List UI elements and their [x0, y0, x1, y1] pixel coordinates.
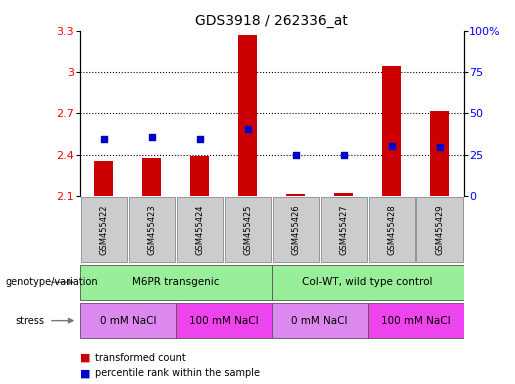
Bar: [430, 111, 449, 196]
Bar: [272, 303, 368, 338]
Point: [435, 144, 443, 150]
Bar: [369, 197, 415, 262]
Bar: [272, 197, 319, 262]
Point: [387, 142, 396, 149]
Bar: [129, 197, 175, 262]
Text: GSM455423: GSM455423: [147, 204, 156, 255]
Text: percentile rank within the sample: percentile rank within the sample: [95, 368, 260, 378]
Text: ■: ■: [80, 368, 90, 378]
Point: [339, 152, 348, 158]
Text: GSM455426: GSM455426: [291, 204, 300, 255]
Text: GSM455429: GSM455429: [435, 204, 444, 255]
Text: Col-WT, wild type control: Col-WT, wild type control: [302, 277, 433, 287]
Point: [148, 134, 156, 141]
Bar: [382, 66, 401, 196]
Title: GDS3918 / 262336_at: GDS3918 / 262336_at: [195, 14, 348, 28]
Text: GSM455427: GSM455427: [339, 204, 348, 255]
Text: ■: ■: [80, 353, 90, 363]
Text: transformed count: transformed count: [95, 353, 186, 363]
Bar: [417, 197, 462, 262]
Bar: [368, 303, 464, 338]
Text: genotype/variation: genotype/variation: [5, 277, 98, 287]
Text: 100 mM NaCl: 100 mM NaCl: [381, 316, 450, 326]
Text: GSM455428: GSM455428: [387, 204, 396, 255]
Point: [244, 126, 252, 132]
Bar: [238, 35, 258, 196]
Text: M6PR transgenic: M6PR transgenic: [132, 277, 219, 287]
Bar: [80, 303, 176, 338]
Bar: [272, 265, 464, 300]
Bar: [225, 197, 271, 262]
Bar: [190, 156, 209, 196]
Bar: [286, 194, 305, 196]
Text: 0 mM NaCl: 0 mM NaCl: [291, 316, 348, 326]
Bar: [80, 265, 272, 300]
Text: GSM455425: GSM455425: [243, 204, 252, 255]
Point: [291, 152, 300, 158]
Bar: [81, 197, 127, 262]
Text: GSM455424: GSM455424: [195, 204, 204, 255]
Bar: [334, 193, 353, 196]
Point: [196, 136, 204, 142]
Bar: [320, 197, 367, 262]
Text: stress: stress: [15, 316, 44, 326]
Bar: [177, 197, 223, 262]
Point: [100, 136, 108, 142]
Text: 100 mM NaCl: 100 mM NaCl: [189, 316, 259, 326]
Bar: [94, 161, 113, 196]
Text: 0 mM NaCl: 0 mM NaCl: [99, 316, 156, 326]
Text: GSM455422: GSM455422: [99, 204, 108, 255]
Bar: [176, 303, 272, 338]
Bar: [142, 158, 161, 196]
